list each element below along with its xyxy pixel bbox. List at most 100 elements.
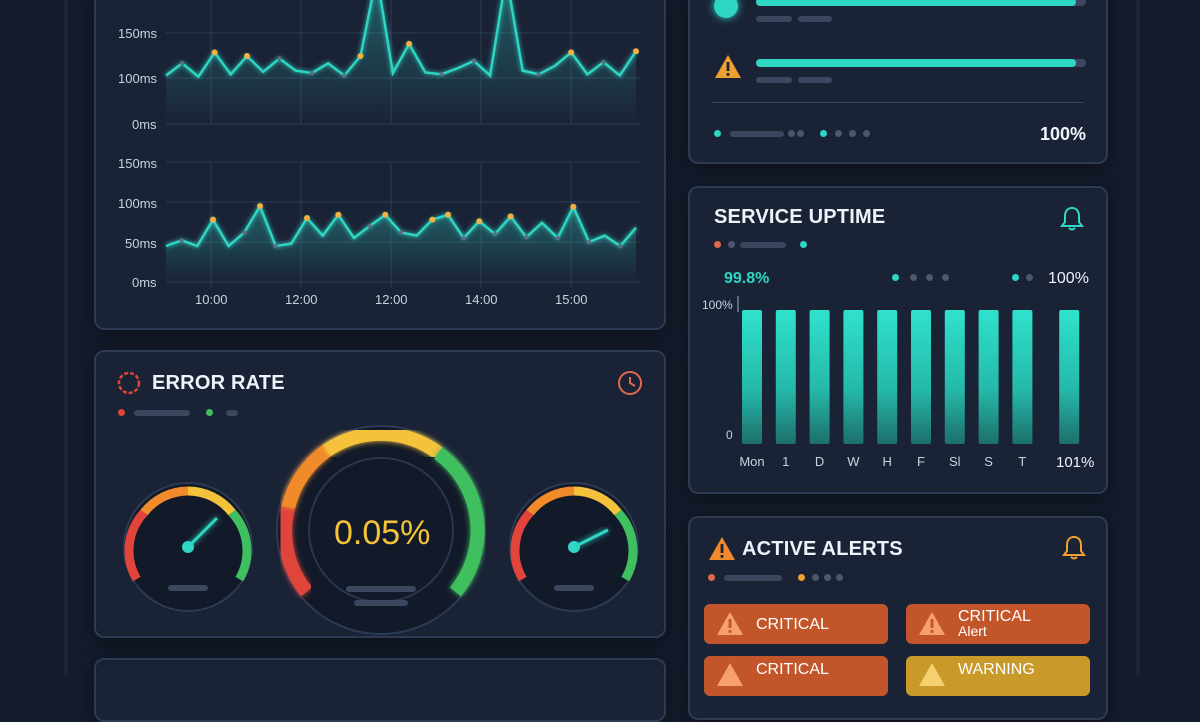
alert-label: CRITICAL [756, 615, 829, 633]
uptime-bar [1012, 310, 1033, 444]
lower-data-point [367, 223, 372, 229]
uptime-bar [775, 310, 796, 444]
lower-data-point [382, 211, 389, 218]
panel-title: SERVICE UPTIME [714, 206, 886, 228]
lower-data-point [524, 235, 529, 240]
lower-data-point [210, 216, 216, 223]
uptime-x-label: F [917, 454, 925, 469]
service-uptime-panel: SERVICE UPTIME 99.8% 100% 100% 0 Mon 1 D W H… [688, 186, 1108, 494]
uptime-bar [978, 310, 999, 444]
x-tick: 12:00 [375, 292, 408, 307]
upper-data-point [633, 48, 639, 55]
status-dot [714, 130, 721, 137]
alert-critical-button[interactable]: CRITICAL [704, 656, 888, 696]
upper-data-point [211, 49, 218, 56]
bottom-panel [94, 658, 666, 722]
uptime-bar [809, 310, 830, 444]
upper-data-point [601, 59, 606, 65]
placeholder-pill [798, 16, 832, 22]
error-gauges [123, 425, 639, 635]
uptime-bar [742, 310, 762, 444]
upper-data-point [568, 49, 575, 56]
warning-icon [919, 663, 945, 686]
uptime-x-label: H [882, 454, 892, 469]
lower-data-point [179, 238, 184, 243]
lower-y-tick: 0ms [132, 275, 157, 290]
bell-icon[interactable] [1060, 206, 1084, 232]
placeholder-pill [226, 410, 238, 416]
upper-data-point [357, 53, 364, 60]
left-gauge [123, 482, 253, 612]
placeholder-pill [730, 131, 784, 137]
lower-data-point [618, 243, 623, 249]
legend-dot [798, 574, 805, 581]
alert-sublabel: Alert [958, 623, 987, 639]
uptime-right-value: 100% [1048, 270, 1089, 287]
uptime-x-label: D [814, 454, 825, 469]
legend-dot [942, 274, 949, 281]
alert-label: WARNING [958, 661, 1035, 678]
placeholder-pill [756, 77, 792, 83]
left-frame-rail [64, 0, 68, 675]
warning-icon [717, 663, 743, 686]
panel-title: ERROR RATE [152, 372, 285, 394]
uptime-bar-chart [737, 296, 1080, 444]
placeholder-pill [740, 242, 786, 248]
right-gauge [509, 482, 639, 612]
upper-data-point [244, 53, 251, 60]
uptime-x-label: 1 [782, 454, 790, 469]
status-dot [849, 130, 856, 137]
legend-dot [1026, 274, 1033, 281]
upper-data-point [471, 58, 477, 64]
panel-title: ACTIVE ALERTS [742, 538, 903, 560]
legend-dot [714, 241, 721, 248]
upper-y-tick: 100ms [118, 71, 158, 86]
lower-data-point [476, 218, 483, 225]
lower-data-point [461, 235, 466, 241]
legend-dot [800, 241, 807, 248]
upper-data-point [309, 70, 315, 76]
status-divider [712, 102, 1084, 103]
uptime-x-label: W [847, 454, 860, 469]
placeholder-pill [798, 77, 832, 83]
right-frame-rail [1136, 0, 1140, 675]
upper-series-area [166, 0, 636, 124]
alert-warning-button[interactable]: WARNING [906, 656, 1090, 696]
uptime-bar [1059, 310, 1080, 444]
lower-series-area [166, 206, 636, 282]
upper-data-point [342, 73, 347, 78]
uptime-x-label: 101% [1056, 454, 1095, 471]
uptime-x-label: S [984, 454, 993, 469]
status-progress-bar-1 [756, 0, 1086, 6]
status-dot [835, 130, 842, 137]
legend-dot [118, 409, 125, 416]
active-alerts-panel: ACTIVE ALERTS CRITICAL CRITICAL Alert CRI… [688, 516, 1108, 720]
legend-dot [892, 274, 899, 281]
upper-data-point [536, 72, 541, 77]
alert-critical-button[interactable]: CRITICAL Alert [906, 604, 1090, 644]
x-tick: 10:00 [195, 292, 228, 307]
uptime-x-label: T [1018, 454, 1027, 469]
lower-y-tick: 50ms [125, 236, 157, 251]
lower-data-point [555, 235, 560, 241]
status-dot [820, 130, 827, 137]
lower-data-point [586, 239, 592, 245]
lower-data-point [492, 231, 498, 237]
placeholder-pill [724, 575, 782, 581]
status-dot [863, 130, 870, 137]
bell-icon[interactable] [1062, 535, 1086, 561]
uptime-x-label: Sl [949, 454, 961, 469]
lower-data-point [445, 211, 451, 218]
status-panel: 100% [688, 0, 1108, 164]
clock-icon[interactable] [616, 369, 644, 397]
warning-icon [919, 612, 945, 635]
upper-y-tick: 0ms [132, 117, 157, 132]
upper-series-line [165, 0, 637, 79]
upper-y-tick: 150ms [118, 26, 158, 41]
lower-data-point [398, 230, 404, 235]
alert-label: CRITICAL [756, 661, 829, 678]
uptime-bar [911, 310, 931, 444]
warning-icon [717, 612, 743, 635]
uptime-bar [877, 310, 898, 444]
alert-critical-button[interactable]: CRITICAL [704, 604, 888, 644]
